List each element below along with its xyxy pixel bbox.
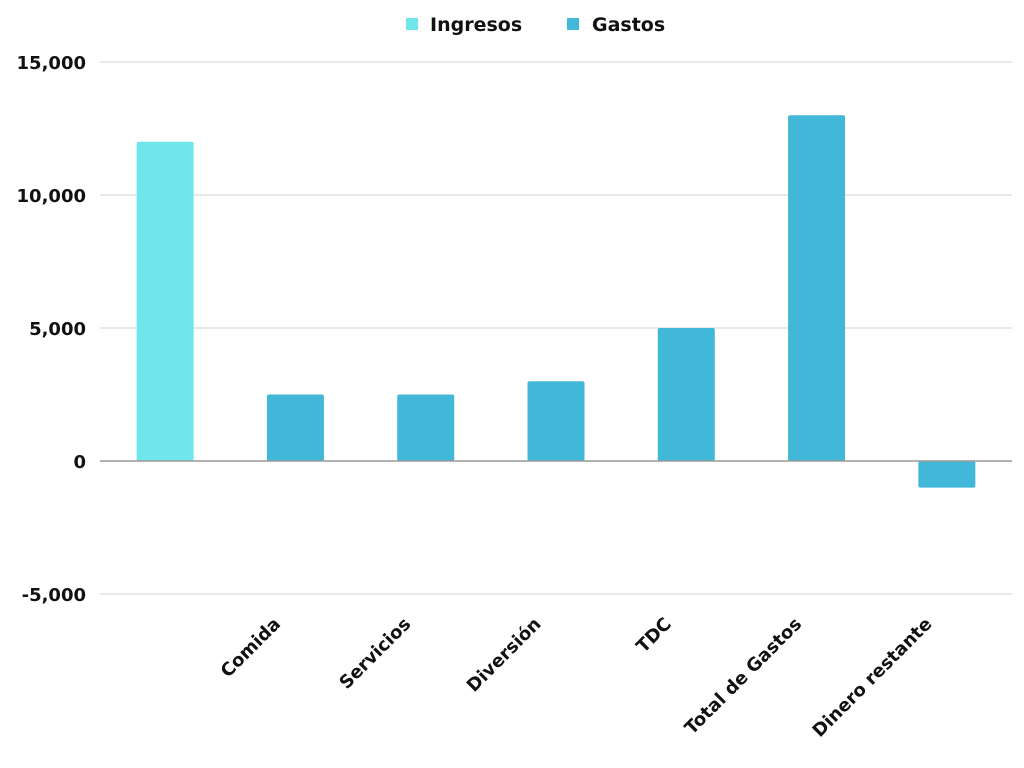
legend-swatch-gastos [567, 18, 579, 30]
x-axis-labels: Comida Servicios Diversión TDC Total de Gast… [217, 614, 937, 742]
bar-gastos-comida [266, 394, 324, 461]
x-category-label: TDC [632, 614, 675, 657]
legend: Ingresos Gastos [406, 14, 665, 36]
x-category-label: Comida [217, 614, 285, 682]
bar-gastos-total-de-gastos [788, 115, 846, 461]
bars [136, 115, 976, 488]
y-tick-label: 10,000 [17, 186, 86, 207]
y-tick-label: 5,000 [29, 319, 86, 340]
x-category-label: Dinero restante [809, 614, 937, 742]
legend-label-gastos: Gastos [592, 14, 665, 36]
x-category-label: Total de Gastos [681, 614, 806, 739]
bar-gastos-dinero-restante [918, 461, 976, 488]
y-tick-label: 0 [73, 452, 86, 473]
x-category-label: Servicios [335, 614, 415, 694]
legend-swatch-ingresos [406, 18, 418, 30]
y-tick-label: -5,000 [22, 585, 86, 606]
y-tick-label: 15,000 [17, 53, 86, 74]
bar-gastos-diversión [527, 381, 585, 461]
gridlines [100, 61, 1012, 595]
bar-gastos-tdc [657, 328, 715, 461]
y-axis-ticks: -5,000 0 5,000 10,000 15,000 [17, 53, 86, 606]
legend-label-ingresos: Ingresos [430, 14, 522, 36]
bar-gastos-servicios [397, 394, 455, 461]
bar-ingresos-ingresos [136, 141, 194, 462]
x-category-label: Diversión [463, 614, 546, 697]
